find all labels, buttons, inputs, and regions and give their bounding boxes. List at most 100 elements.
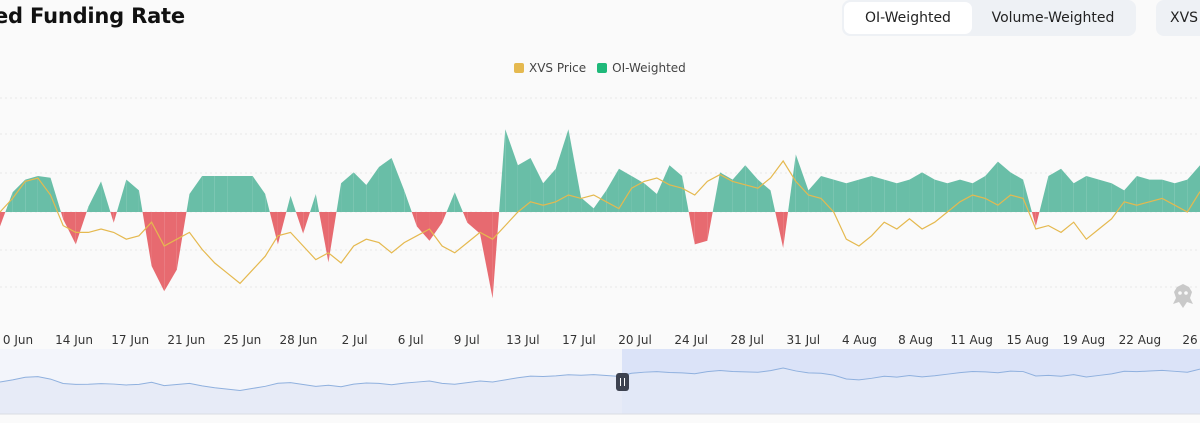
funding-rate-segment — [0, 212, 6, 227]
funding-rate-segment — [745, 165, 758, 212]
funding-rate-segment — [858, 176, 872, 212]
page-title: ed Funding Rate — [0, 4, 185, 28]
funding-rate-segment — [1073, 176, 1087, 212]
funding-rate-segment — [113, 212, 117, 223]
funding-rate-segment — [442, 212, 447, 223]
funding-rate-segment — [720, 172, 733, 212]
weighting-toggle: OI-Weighted Volume-Weighted — [842, 0, 1136, 36]
funding-rate-segment — [480, 212, 493, 299]
funding-rate-segment — [618, 168, 632, 212]
funding-rate-segment — [707, 212, 713, 241]
x-tick-label: 19 Aug — [1063, 333, 1106, 347]
funding-rate-segment — [214, 176, 228, 212]
funding-rate-segment — [286, 195, 291, 212]
funding-rate-series — [0, 129, 1200, 299]
legend-item-price[interactable]: XVS Price — [514, 61, 586, 75]
price-series — [0, 159, 1200, 285]
funding-rate-segment — [631, 176, 645, 212]
funding-rate-segment — [265, 194, 270, 212]
funding-rate-segment — [110, 212, 114, 223]
funding-rate-segment — [1031, 212, 1036, 227]
x-tick-label: 31 Jul — [787, 333, 821, 347]
funding-rate-segment — [581, 197, 594, 212]
x-tick-label: 4 Aug — [842, 333, 877, 347]
funding-rate-segment — [462, 212, 468, 223]
funding-rate-segment — [1124, 176, 1137, 212]
funding-rate-segment — [568, 129, 582, 212]
x-tick-label: 26 A — [1182, 333, 1200, 347]
funding-rate-segment — [295, 212, 304, 234]
x-tick-label: 2 Jul — [342, 333, 368, 347]
funding-rate-segment — [378, 158, 392, 212]
funding-rate-segment — [290, 195, 296, 212]
x-tick-label: 24 Jul — [674, 333, 708, 347]
funding-rate-segment — [50, 177, 61, 212]
funding-rate-segment — [896, 179, 910, 212]
oi-weighted-tab[interactable]: OI-Weighted — [844, 2, 972, 34]
funding-rate-segment — [12, 179, 26, 212]
funding-rate-segment — [1086, 176, 1099, 212]
oi-swatch — [597, 63, 608, 73]
funding-rate-segment — [1010, 172, 1024, 212]
funding-rate-segment — [86, 206, 89, 212]
funding-rate-segment — [770, 190, 776, 212]
funding-rate-segment — [1023, 179, 1032, 212]
funding-rate-segment — [60, 212, 64, 220]
volume-weighted-tab[interactable]: Volume-Weighted — [991, 10, 1115, 26]
funding-rate-segment — [499, 129, 506, 212]
funding-rate-segment — [656, 165, 670, 212]
funding-rate-segment — [543, 168, 556, 212]
funding-rate-segment — [712, 172, 720, 212]
funding-rate-segment — [186, 194, 190, 212]
funding-rate-segment — [795, 154, 809, 212]
funding-rate-segment — [517, 158, 531, 212]
funding-rate-segment — [1187, 165, 1200, 212]
funding-rate-segment — [336, 183, 342, 212]
funding-rate-segment — [1136, 176, 1150, 212]
funding-rate-segment — [411, 212, 417, 227]
coin-select[interactable]: XVS — [1156, 0, 1200, 36]
funding-rate-segment — [682, 176, 689, 212]
navigator-handle[interactable] — [616, 373, 629, 391]
x-tick-label: 6 Jul — [398, 333, 424, 347]
funding-rate-segment — [732, 165, 746, 212]
handle-body — [616, 373, 629, 391]
x-tick-label: 20 Jul — [618, 333, 652, 347]
funding-rate-segment — [454, 192, 463, 212]
funding-rate-segment — [788, 154, 796, 212]
x-tick-label: 25 Jun — [223, 333, 261, 347]
x-tick-label: 0 Jun — [3, 333, 33, 347]
funding-rate-segment — [909, 172, 923, 212]
watermark-icon — [1173, 284, 1193, 308]
funding-rate-segment — [593, 190, 607, 212]
funding-rate-segment — [126, 179, 139, 212]
funding-rate-segment — [821, 176, 834, 212]
funding-rate-segment — [88, 181, 102, 212]
funding-rate-segment — [429, 212, 443, 241]
funding-rate-segment — [808, 176, 822, 212]
funding-rate-segment — [446, 192, 455, 212]
x-tick-label: 11 Aug — [950, 333, 993, 347]
x-tick-label: 17 Jun — [111, 333, 149, 347]
funding-rate-segment — [341, 172, 354, 212]
funding-rate-segment — [1149, 179, 1163, 212]
navigator-area — [0, 368, 1200, 414]
x-tick-label: 21 Jun — [167, 333, 205, 347]
funding-rate-segment — [694, 212, 708, 245]
funding-rate-segment — [319, 212, 329, 263]
funding-rate-segment — [688, 212, 695, 245]
funding-rate-segment — [227, 176, 240, 212]
funding-rate-segment — [1174, 179, 1188, 212]
funding-rate-segment — [142, 212, 152, 266]
funding-rate-segment — [328, 212, 337, 263]
funding-rate-segment — [530, 158, 544, 212]
legend-item-oi[interactable]: OI-Weighted — [597, 61, 686, 75]
funding-rate-segment — [757, 179, 771, 212]
funding-rate-segment — [37, 176, 51, 212]
x-tick-label: 17 Jul — [562, 333, 596, 347]
funding-rate-segment — [884, 179, 897, 212]
funding-rate-segment — [997, 161, 1011, 212]
chart-legend: XVS Price OI-Weighted — [514, 61, 697, 75]
funding-rate-segment — [404, 190, 412, 212]
funding-rate-segment — [1035, 212, 1040, 227]
